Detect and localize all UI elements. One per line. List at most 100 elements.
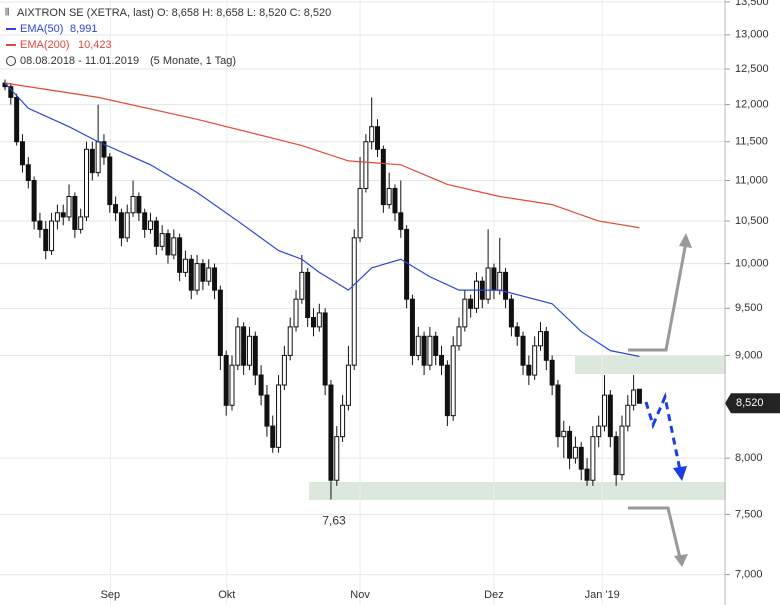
candle-body bbox=[264, 394, 270, 427]
candle-body bbox=[549, 359, 555, 386]
candle-body bbox=[322, 312, 328, 386]
x-tick-label: Sep bbox=[101, 589, 121, 601]
candle-body bbox=[503, 271, 509, 300]
candle-body bbox=[206, 267, 212, 282]
y-tick-label: 7,000 bbox=[735, 568, 763, 580]
candle-body bbox=[223, 354, 229, 406]
candle-body bbox=[456, 326, 462, 347]
candle-body bbox=[433, 335, 439, 356]
y-tick-label: 7,500 bbox=[735, 508, 763, 520]
candle-body bbox=[25, 164, 31, 181]
candle-body bbox=[66, 195, 72, 218]
y-tick-label: 11,000 bbox=[735, 174, 768, 186]
clock-icon bbox=[6, 56, 16, 66]
candle-body bbox=[636, 388, 642, 404]
y-tick-label: 12,500 bbox=[735, 63, 769, 75]
up-arrow bbox=[628, 241, 688, 352]
candle-body bbox=[409, 298, 415, 356]
candle-body bbox=[468, 298, 474, 309]
candle-body bbox=[462, 298, 468, 328]
x-tick-label: Nov bbox=[350, 589, 370, 601]
low-annotation: 7,63 bbox=[322, 514, 346, 528]
candle-body bbox=[19, 141, 25, 166]
candle-body bbox=[235, 326, 241, 366]
candle-body bbox=[54, 212, 60, 222]
legend-value: 8,991 bbox=[70, 23, 98, 35]
header: AIXTRON SE (XETRA, last) O: 8,658 H: 8,6… bbox=[17, 7, 331, 19]
candle-body bbox=[561, 430, 567, 438]
candle-body bbox=[276, 384, 282, 448]
candle-body bbox=[142, 212, 148, 230]
candle-body bbox=[293, 298, 299, 328]
candle-body bbox=[328, 384, 334, 481]
y-tick-label: 12,000 bbox=[735, 99, 769, 111]
candle-body bbox=[473, 280, 479, 309]
candle-body bbox=[14, 96, 20, 143]
candle-body bbox=[572, 446, 578, 459]
candle-body bbox=[171, 237, 177, 256]
candle-body bbox=[334, 436, 340, 481]
candle-body bbox=[148, 220, 154, 230]
candle-body bbox=[398, 212, 404, 230]
candle-body bbox=[543, 331, 549, 361]
candle-body bbox=[439, 354, 445, 366]
candle-body bbox=[415, 335, 421, 356]
forecast-arrow bbox=[644, 392, 682, 471]
candle-body bbox=[252, 335, 258, 376]
candle-body bbox=[258, 374, 264, 396]
date-range: 08.08.2018 - 11.01.2019 bbox=[20, 55, 139, 67]
x-tick-label: Dez bbox=[484, 589, 504, 601]
candle-body bbox=[357, 187, 363, 239]
candle-body bbox=[124, 212, 130, 239]
candle-body bbox=[270, 425, 276, 448]
candle-body bbox=[427, 335, 433, 366]
down-arrow bbox=[628, 506, 682, 559]
candle-body bbox=[316, 312, 322, 328]
candle-body bbox=[188, 258, 194, 291]
legend-value: 10,423 bbox=[78, 39, 112, 51]
ema-line bbox=[4, 82, 640, 229]
candle-body bbox=[194, 263, 200, 291]
candle-body bbox=[567, 430, 573, 459]
price-tag bbox=[725, 393, 780, 414]
y-tick-label: 13,000 bbox=[735, 29, 769, 41]
candle-body bbox=[613, 436, 619, 476]
price-tag-label: 8,520 bbox=[736, 397, 764, 409]
candle-body bbox=[619, 425, 625, 476]
candle-body bbox=[310, 317, 316, 328]
candle-body bbox=[369, 126, 375, 143]
candle-body bbox=[386, 187, 392, 206]
candle-body bbox=[83, 148, 89, 218]
candle-body bbox=[497, 271, 503, 291]
candle-body bbox=[532, 345, 538, 376]
y-tick-label: 10,000 bbox=[735, 258, 769, 270]
candle-body bbox=[130, 195, 136, 214]
candle-body bbox=[287, 326, 293, 356]
candle-body bbox=[485, 267, 491, 300]
candle-body bbox=[31, 179, 37, 222]
legend: ⫴ AIXTRON SE (XETRA, last) O: 8,658 H: 8… bbox=[5, 7, 331, 67]
candle-body bbox=[578, 446, 584, 470]
candle-body bbox=[514, 326, 520, 337]
y-tick-label: 10,500 bbox=[735, 215, 769, 227]
candle-body bbox=[136, 195, 142, 214]
candle-body bbox=[200, 263, 206, 282]
zones bbox=[309, 355, 726, 500]
candle-body bbox=[555, 384, 561, 438]
y-tick-label: 11,500 bbox=[735, 136, 768, 148]
candle-body bbox=[392, 187, 398, 214]
arrows bbox=[628, 233, 692, 567]
candle-body bbox=[159, 233, 165, 247]
candle-body bbox=[537, 331, 543, 347]
y-tick-label: 13,500 bbox=[735, 0, 769, 8]
candle-body bbox=[491, 267, 497, 291]
candle-body bbox=[49, 220, 55, 252]
legend-name: EMA(200) bbox=[20, 39, 70, 51]
candle-body bbox=[305, 271, 311, 319]
candle-body bbox=[212, 267, 218, 291]
candle-body bbox=[625, 404, 631, 427]
candle-body bbox=[526, 364, 532, 376]
candle-body bbox=[584, 468, 590, 481]
candle-body bbox=[596, 425, 602, 438]
